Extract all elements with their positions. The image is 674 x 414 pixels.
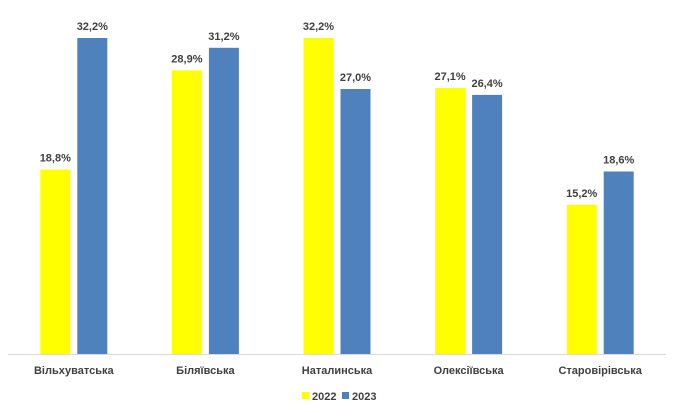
- legend-label-2023: 2023: [352, 391, 376, 403]
- bar-2023-4: [472, 94, 503, 355]
- bar-2023-5: [603, 171, 634, 354]
- bar-2022-4: [435, 88, 466, 354]
- category-label-3: Наталинська: [302, 365, 373, 377]
- data-label-2022-2: 28,9%: [171, 53, 202, 65]
- bar-2022-1: [40, 169, 71, 354]
- data-labels-layer: 18,8% 32,2% 28,9% 31,2% 32,2% 27,0% 27,1% 26,4%…: [40, 21, 635, 200]
- data-label-2023-5: 18,6%: [603, 155, 634, 167]
- data-label-2022-4: 27,1%: [434, 71, 465, 83]
- data-label-2023-1: 32,2%: [77, 21, 108, 33]
- legend-swatch-2023: [342, 392, 349, 399]
- bar-2023-2: [208, 47, 239, 355]
- legend: 2022 2023: [302, 391, 376, 403]
- bar-2022-5: [566, 204, 597, 354]
- bar-2023-3: [340, 89, 371, 354]
- bar-2023-1: [77, 38, 108, 354]
- data-label-2023-3: 27,0%: [340, 72, 371, 84]
- bar-2022-2: [171, 70, 202, 355]
- category-label-4: Олексіївська: [434, 365, 505, 377]
- category-labels-layer: Вільхуватська Біляївська Наталинська Олексі…: [34, 365, 643, 377]
- legend-swatch-2022: [302, 392, 309, 399]
- data-label-2023-4: 26,4%: [471, 78, 502, 90]
- data-label-2022-1: 18,8%: [40, 153, 71, 165]
- bars-layer: [40, 38, 634, 355]
- bar-2022-3: [303, 38, 334, 354]
- category-label-5: Старовірівська: [558, 365, 642, 377]
- data-label-2023-2: 31,2%: [208, 31, 239, 43]
- data-label-2022-5: 15,2%: [566, 188, 597, 200]
- data-label-2022-3: 32,2%: [303, 21, 334, 33]
- category-label-2: Біляївська: [176, 365, 235, 377]
- category-label-1: Вільхуватська: [34, 365, 114, 377]
- legend-label-2022: 2022: [312, 391, 336, 403]
